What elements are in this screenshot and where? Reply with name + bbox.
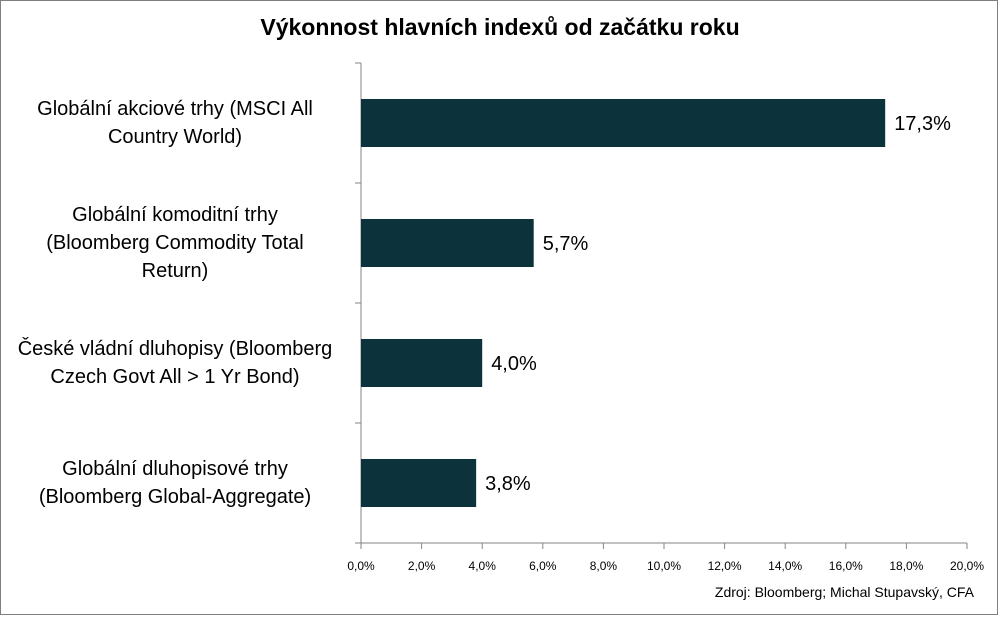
- x-tick-label: 2,0%: [408, 559, 436, 573]
- category-label-line: (Bloomberg Commodity Total: [46, 232, 304, 254]
- x-tick-label: 20,0%: [950, 559, 984, 573]
- data-label: 5,7%: [543, 233, 589, 255]
- x-tick-label: 8,0%: [590, 559, 618, 573]
- category-label: České vládní dluhopisy (Bloomberg Czech G…: [0, 335, 350, 391]
- category-label: Globální komoditní trhy (Bloomberg Commod…: [0, 201, 350, 285]
- category-label-line: Globální komoditní trhy: [72, 204, 278, 226]
- bar: [361, 459, 477, 507]
- x-tick-label: 10,0%: [647, 559, 681, 573]
- x-tick-label: 4,0%: [469, 559, 497, 573]
- category-label: Globální dluhopisové trhy (Bloomberg Glob…: [0, 455, 350, 511]
- bar: [361, 339, 483, 387]
- x-tick-label: 6,0%: [529, 559, 557, 573]
- category-label-line: Country World): [107, 126, 243, 148]
- category-label-line: Return): [141, 260, 209, 282]
- bar: [361, 99, 886, 147]
- category-label-line: Globální dluhopisové trhy: [62, 458, 288, 480]
- x-tick-label: 16,0%: [829, 559, 863, 573]
- source-note: Zdroj: Bloomberg; Michal Stupavský, CFA: [714, 584, 974, 600]
- x-tick-label: 14,0%: [768, 559, 802, 573]
- category-label-line: (Bloomberg Global-Aggregate): [38, 486, 312, 508]
- data-label: 3,8%: [485, 473, 531, 495]
- bar: [361, 219, 534, 267]
- x-tick-label: 0,0%: [347, 559, 375, 573]
- category-label: Globální akciové trhy (MSCI All Country W…: [0, 95, 350, 151]
- x-tick-label: 12,0%: [708, 559, 742, 573]
- data-label: 4,0%: [491, 353, 537, 375]
- bars: [361, 99, 886, 507]
- category-label-line: České vládní dluhopisy (Bloomberg: [17, 338, 333, 360]
- category-label-line: Czech Govt All > 1 Yr Bond): [50, 366, 300, 388]
- category-label-line: Globální akciové trhy (MSCI All: [37, 98, 313, 120]
- x-axis-ticks: 0,0% 2,0% 4,0% 6,0% 8,0% 10,0% 12,0% 14,0% 16,0%…: [347, 543, 984, 573]
- data-labels: 17,3% 5,7% 4,0% 3,8%: [485, 113, 951, 495]
- chart-title: Výkonnost hlavních indexů od začátku rok…: [260, 14, 740, 40]
- data-label: 17,3%: [894, 113, 951, 135]
- x-tick-label: 18,0%: [889, 559, 923, 573]
